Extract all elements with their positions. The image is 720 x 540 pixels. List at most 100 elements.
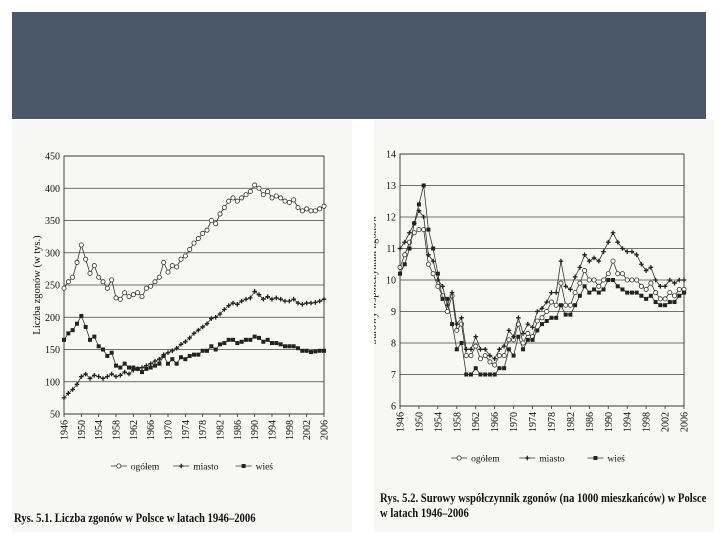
- data-point-miasto: [544, 299, 550, 305]
- data-point-wieś: [596, 290, 601, 295]
- x-tick-label: 1982: [216, 420, 227, 440]
- data-point-ogółem: [299, 208, 305, 214]
- x-tick-label: 2006: [320, 420, 331, 440]
- data-point-wieś: [109, 350, 114, 355]
- x-tick-label: 1986: [585, 412, 596, 432]
- data-point-wieś: [634, 290, 639, 295]
- data-point-wieś: [506, 347, 511, 352]
- data-point-ogółem: [286, 199, 292, 205]
- data-point-miasto: [397, 246, 403, 251]
- legend-marker-wieś: [241, 464, 246, 468]
- data-point-wieś: [412, 221, 417, 226]
- data-point-miasto: [230, 300, 236, 306]
- data-point-miasto: [200, 324, 205, 330]
- data-point-wieś: [144, 366, 149, 371]
- data-point-wieś: [592, 287, 597, 292]
- data-point-miasto: [601, 249, 606, 254]
- x-tick-label: 1970: [509, 412, 520, 432]
- data-point-wieś: [209, 344, 214, 349]
- data-point-miasto: [243, 296, 249, 302]
- data-point-wieś: [287, 344, 292, 349]
- series-line-wieś: [63, 315, 324, 373]
- data-point-ogółem: [273, 193, 279, 199]
- data-point-miasto: [100, 376, 106, 381]
- data-point-miasto: [196, 327, 201, 333]
- data-point-miasto: [170, 348, 175, 354]
- data-point-wieś: [478, 372, 483, 377]
- data-point-miasto: [61, 395, 67, 401]
- x-tick-label: 1950: [77, 420, 88, 440]
- data-point-wieś: [179, 355, 183, 360]
- legend-marker-ogółem: [116, 463, 122, 469]
- data-point-wieś: [677, 293, 682, 298]
- data-point-miasto: [308, 300, 314, 306]
- data-point-miasto: [426, 252, 431, 258]
- data-point-miasto: [178, 342, 184, 347]
- data-point-wieś: [79, 313, 84, 318]
- x-tick-label: 1994: [623, 412, 634, 432]
- y-tick-label: 100: [45, 377, 60, 388]
- data-point-wieś: [304, 348, 309, 353]
- data-point-wieś: [558, 303, 563, 308]
- chart-deaths: 50 100 150 200 250 300 350 400 450 1946 1950 1954 19…: [32, 152, 331, 473]
- data-point-wieś: [440, 296, 445, 301]
- data-point-wieś: [563, 312, 568, 317]
- data-point-miasto: [501, 343, 507, 349]
- data-point-miasto: [468, 347, 474, 352]
- y-tick-label: 12: [386, 213, 396, 224]
- y-tick-label: 450: [45, 152, 60, 163]
- data-point-miasto: [407, 230, 412, 236]
- data-point-ogółem: [605, 271, 611, 277]
- y-tick-label: 6: [391, 402, 396, 413]
- y-tick-label: 250: [45, 281, 60, 292]
- data-point-wieś: [525, 337, 530, 342]
- y-tick-label: 11: [386, 244, 396, 255]
- data-point-ogółem: [161, 259, 167, 265]
- data-point-miasto: [572, 274, 578, 280]
- data-point-ogółem: [601, 277, 607, 283]
- data-point-miasto: [449, 290, 455, 295]
- data-point-miasto: [87, 376, 93, 381]
- data-point-wieś: [187, 353, 192, 358]
- data-point-wieś: [239, 339, 244, 344]
- x-tick-label: 1954: [433, 412, 444, 432]
- data-point-miasto: [610, 230, 616, 236]
- data-point-miasto: [648, 265, 654, 270]
- data-point-miasto: [265, 294, 270, 299]
- data-point-ogółem: [596, 283, 602, 289]
- data-point-ogółem: [130, 292, 136, 298]
- data-point-wieś: [105, 353, 110, 358]
- data-point-wieś: [653, 300, 658, 305]
- x-tick-label: 1966: [146, 420, 157, 440]
- data-point-wieś: [101, 347, 105, 352]
- data-point-miasto: [516, 315, 521, 321]
- title-banner: [12, 12, 706, 119]
- data-point-wieś: [672, 300, 677, 305]
- data-point-ogółem: [496, 353, 502, 359]
- y-axis-label: Liczba zgonów (w tys.): [32, 235, 43, 335]
- data-point-wieś: [309, 350, 313, 355]
- data-point-ogółem: [487, 359, 493, 365]
- data-point-miasto: [157, 356, 162, 362]
- data-point-ogółem: [70, 274, 76, 280]
- data-point-wieś: [502, 366, 507, 371]
- data-point-ogółem: [615, 271, 621, 277]
- data-point-wieś: [192, 352, 196, 357]
- data-point-wieś: [222, 341, 227, 346]
- data-point-wieś: [148, 365, 153, 370]
- data-point-wieś: [473, 366, 478, 371]
- plot-frame: [63, 155, 325, 415]
- legend-label-wieś: wieś: [256, 463, 274, 473]
- x-tick-label: 1994: [268, 420, 279, 440]
- data-point-wieś: [667, 300, 672, 305]
- data-point-ogółem: [454, 327, 460, 333]
- data-point-miasto: [139, 365, 145, 370]
- y-tick-label: 150: [45, 345, 60, 356]
- data-point-miasto: [639, 261, 644, 267]
- data-point-ogółem: [65, 279, 71, 285]
- data-point-ogółem: [577, 280, 583, 286]
- data-point-wieś: [161, 353, 166, 358]
- data-point-wieś: [454, 347, 459, 352]
- data-point-miasto: [634, 252, 639, 258]
- data-point-miasto: [304, 300, 309, 306]
